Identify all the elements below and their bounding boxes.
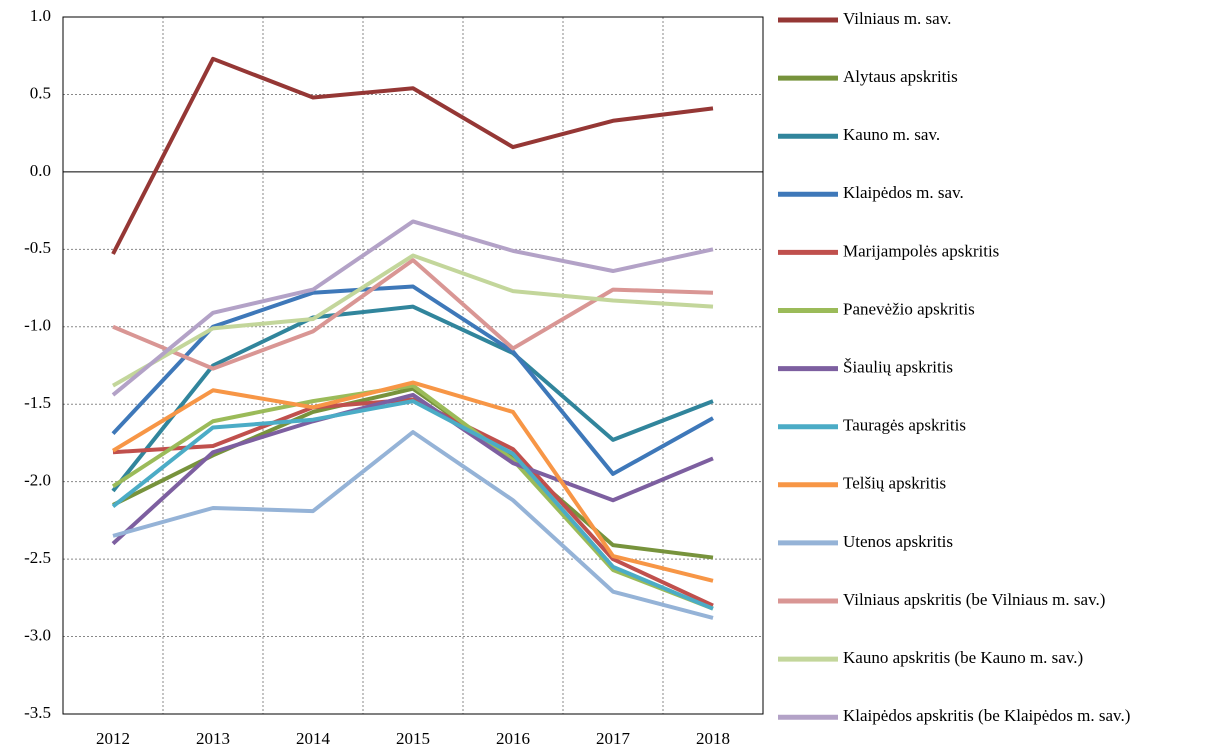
- series-line: [111, 383, 714, 611]
- plot-border: [62, 16, 764, 715]
- legend-label: Šiaulių apskritis: [843, 358, 953, 377]
- legend-label: Klaipėdos apskritis (be Klaipėdos m. sav…: [843, 706, 1130, 725]
- x-tick-label: 2012: [96, 729, 130, 748]
- legend-label: Vilniaus apskritis (be Vilniaus m. sav.): [843, 590, 1105, 609]
- x-tick-label: 2016: [496, 729, 530, 748]
- legend-label: Klaipėdos m. sav.: [843, 183, 964, 202]
- y-tick-label: -1.5: [24, 393, 51, 412]
- x-tick-label: 2015: [396, 729, 430, 748]
- legend-label: Kauno apskritis (be Kauno m. sav.): [843, 648, 1083, 667]
- y-tick-label: -1.0: [24, 316, 51, 335]
- x-tick-label: 2014: [296, 729, 331, 748]
- x-tick-label: 2017: [596, 729, 631, 748]
- y-tick-label: -3.5: [24, 703, 51, 722]
- y-tick-label: -0.5: [24, 238, 51, 257]
- series-line: [111, 219, 714, 397]
- series-line: [112, 258, 714, 371]
- x-tick-label: 2018: [696, 729, 730, 748]
- legend-label: Tauragės apskritis: [843, 416, 966, 435]
- legend-label: Marijampolės apskritis: [843, 241, 999, 260]
- series-line: [112, 253, 714, 388]
- legend-label: Kauno m. sav.: [843, 125, 940, 144]
- series-line: [111, 392, 714, 546]
- y-tick-label: 1.0: [30, 6, 51, 25]
- series-line: [111, 399, 714, 611]
- y-tick-label: -3.0: [24, 625, 51, 644]
- y-tick-label: 0.5: [30, 83, 51, 102]
- x-tick-label: 2013: [196, 729, 230, 748]
- legend-label: Panevėžio apskritis: [843, 299, 975, 318]
- y-tick-label: 0.0: [30, 161, 51, 180]
- y-tick-label: -2.0: [24, 471, 51, 490]
- series-line: [112, 430, 714, 620]
- series-line: [111, 380, 714, 583]
- series-line: [111, 304, 714, 493]
- legend-label: Telšių apskritis: [843, 474, 946, 493]
- legend-label: Utenos apskritis: [843, 532, 953, 551]
- legend-label: Alytaus apskritis: [843, 67, 958, 86]
- y-tick-label: -2.5: [24, 548, 51, 567]
- legend-label: Vilniaus m. sav.: [843, 9, 951, 28]
- series-line: [112, 386, 714, 560]
- series-line: [111, 56, 714, 255]
